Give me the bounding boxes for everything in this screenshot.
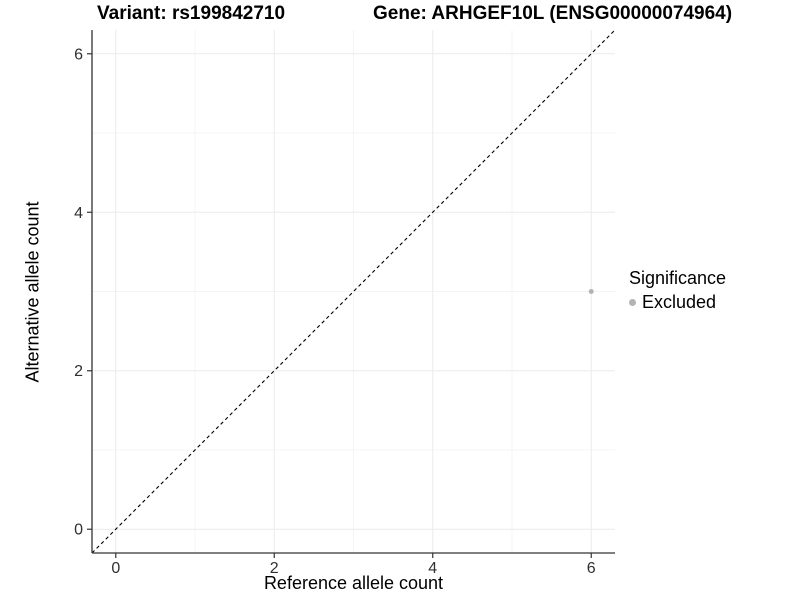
y-tick-label: 2 [74,363,83,380]
x-tick-label: 2 [270,560,279,577]
y-tick-label: 4 [74,205,83,222]
legend-title: Significance [629,268,727,288]
legend-entry-label: Excluded [642,292,717,312]
legend-entry-excluded: Excluded [629,292,726,313]
x-tick-label: 0 [111,560,120,577]
x-axis-title: Reference allele count [263,573,444,593]
variant-title: Variant: rs199842710 [97,3,286,24]
data-point [588,289,594,294]
legend: Significance Excluded [629,268,726,313]
legend-point-icon [629,299,636,306]
gene-title: Gene: ARHGEF10L (ENSG00000074964) [373,3,733,24]
y-tick-label: 6 [74,46,83,63]
y-axis-title: Alternative allele count [22,201,43,383]
x-tick-label: 6 [587,560,596,577]
y-tick-label: 0 [74,522,83,539]
x-tick-label: 4 [428,560,437,577]
